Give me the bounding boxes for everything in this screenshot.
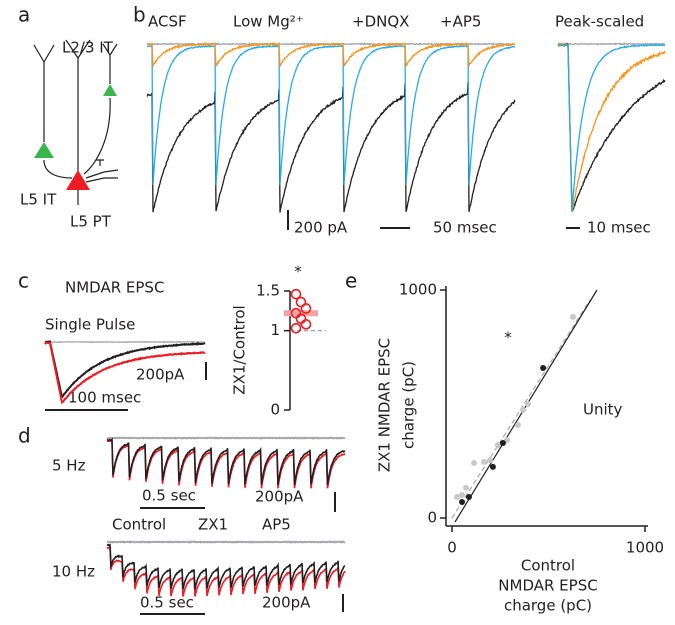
trace [44, 340, 206, 399]
annotation: * [504, 329, 512, 347]
panel-label: d [18, 424, 31, 448]
x-tick-label: 0 [447, 539, 457, 557]
neuron-l5-pt [66, 170, 90, 190]
y-axis-label: charge (pC) [400, 361, 418, 449]
y-tick-label: 1.5 [256, 282, 280, 300]
label: L5 PT [70, 213, 112, 231]
point [499, 439, 506, 446]
point [515, 421, 522, 428]
x-axis-label: Control [521, 557, 575, 575]
panel-label: c [18, 269, 29, 293]
panel-label: b [133, 3, 146, 27]
panel-label: a [18, 3, 30, 27]
scale-label: 10 msec [587, 219, 651, 237]
scale-label: 0.5 sec [140, 594, 194, 612]
point [459, 499, 466, 506]
neuron-l5-it [34, 142, 54, 158]
trace [106, 437, 346, 486]
legend-entry: Control [112, 516, 166, 534]
trace [558, 42, 666, 46]
dot [300, 319, 312, 330]
point [465, 494, 472, 501]
point [520, 406, 527, 413]
legend-entry: AP5 [262, 516, 291, 534]
x-tick-label: 1000 [626, 539, 664, 557]
trace [146, 41, 516, 68]
trace-title: NMDAR EPSC [65, 279, 164, 297]
scale-label: 200pA [255, 488, 304, 506]
x-axis-label: charge (pC) [504, 597, 592, 615]
y-tick-label: 0 [270, 401, 280, 419]
point [487, 457, 494, 464]
trace [557, 43, 666, 212]
y-axis-label: ZX1/Control [231, 305, 249, 394]
scale-label: 200 pA [294, 219, 348, 237]
row-label: 10 Hz [52, 563, 95, 581]
panel-label: e [345, 269, 357, 293]
point [525, 401, 532, 407]
trace-subtitle: Single Pulse [45, 316, 135, 334]
row-label: 5 Hz [52, 457, 86, 475]
legend-entry: +AP5 [440, 13, 481, 31]
scale-label: 200pA [262, 594, 311, 612]
x-axis-label: NMDAR EPSC [498, 577, 597, 595]
point [494, 442, 501, 449]
point [489, 463, 496, 470]
scale-label: 200pA [136, 366, 185, 384]
reference-label: Unity [583, 401, 623, 419]
trace [557, 41, 666, 212]
scale-bars [45, 210, 580, 615]
scale-label: 50 msec [433, 219, 497, 237]
y-tick-label: 0 [427, 509, 437, 527]
dot [300, 303, 312, 314]
point [540, 364, 547, 371]
point [463, 484, 470, 491]
y-tick-label: 1 [270, 321, 280, 339]
trace [106, 439, 346, 489]
point [459, 491, 466, 498]
dot [290, 288, 302, 300]
legend-entry: ACSF [148, 13, 187, 31]
point [454, 494, 461, 501]
label: L2/3 IT [62, 39, 114, 57]
trace [146, 81, 516, 213]
label: L5 IT [20, 191, 57, 209]
dot [295, 296, 307, 308]
legend-entry: ZX1 [198, 516, 228, 534]
dot [290, 322, 302, 334]
trace [44, 341, 206, 405]
point [481, 458, 488, 465]
trace [557, 42, 666, 212]
scale-label: 100 msec [68, 389, 141, 407]
neuron-l23-it [103, 84, 117, 96]
scale-label: 0.5 sec [142, 487, 196, 505]
trace [147, 43, 516, 186]
y-tick-label: 1000 [399, 281, 437, 299]
trace [44, 340, 206, 344]
inset-title: Peak-scaled [555, 13, 644, 31]
trace [107, 540, 346, 544]
neuron-diagram [33, 39, 119, 205]
legend-entry: +DNQX [352, 13, 409, 31]
annotation: * [294, 263, 302, 281]
trace [106, 436, 346, 440]
legend-entry: Low Mg²⁺ [233, 13, 304, 31]
point [471, 460, 478, 467]
trace [106, 543, 346, 590]
trace [106, 546, 346, 597]
point [570, 313, 577, 320]
y-axis-label: ZX1 NMDAR EPSC [376, 338, 394, 472]
